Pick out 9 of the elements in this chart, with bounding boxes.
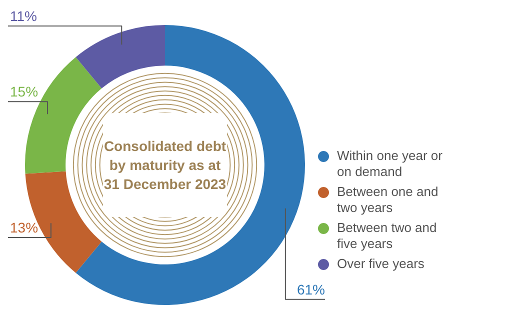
legend-label: Within one year or on demand [337, 148, 444, 180]
text: Consolidated debt by maturity as at 31 December 2023 [103, 113, 227, 217]
data-label: 13% [10, 219, 38, 236]
legend-label: Over five years [337, 256, 426, 272]
data-label: 11% [10, 8, 37, 24]
data-label: 61% [296, 281, 325, 298]
data-label: 15% [10, 83, 38, 100]
legend-label: Between one and two years [337, 184, 440, 216]
legend-label: Between two and five years [337, 220, 438, 252]
